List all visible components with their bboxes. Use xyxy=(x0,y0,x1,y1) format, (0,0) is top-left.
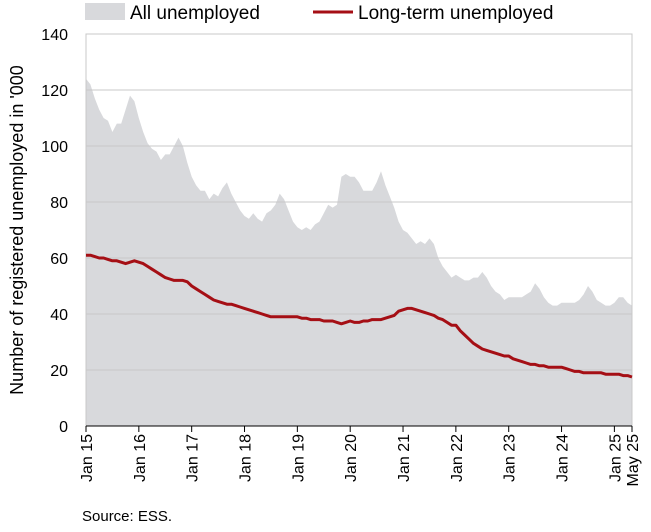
legend: All unemployed Long-term unemployed xyxy=(85,3,553,24)
y-tick-label: 60 xyxy=(50,251,68,268)
legend-label-long-term-unemployed: Long-term unemployed xyxy=(358,3,553,24)
y-tick-label: 80 xyxy=(50,195,68,212)
x-tick-label: Jan 18 xyxy=(238,434,255,482)
y-tick-label: 20 xyxy=(50,363,68,380)
y-axis-title: Number of registered unemployed in '000 xyxy=(7,65,27,395)
x-tick-label: Jan 22 xyxy=(449,434,466,482)
x-tick-label: May 25 xyxy=(625,434,642,487)
line-long-term-unemployed xyxy=(86,253,633,379)
y-tick-label: 100 xyxy=(41,139,68,156)
x-axis-ticks: Jan 15 Jan 16 Jan 17 Jan 18 Jan 19 Jan 20 Jan … xyxy=(79,426,642,486)
x-tick-label: Jan 20 xyxy=(343,434,360,482)
area-all-unemployed xyxy=(86,78,632,427)
legend-label-all-unemployed: All unemployed xyxy=(130,3,260,24)
legend-swatch-all-unemployed xyxy=(85,3,125,20)
y-tick-label: 40 xyxy=(50,307,68,324)
y-tick-label: 120 xyxy=(41,83,68,100)
y-tick-label: 0 xyxy=(59,419,68,436)
x-tick-label: Jan 17 xyxy=(185,434,202,482)
x-tick-label: Jan 23 xyxy=(502,434,519,482)
y-axis-ticks: 0 20 40 60 80 100 120 140 xyxy=(41,27,68,436)
x-tick-label: Jan 21 xyxy=(396,434,413,482)
y-tick-label: 140 xyxy=(41,27,68,44)
source-note: Source: ESS. xyxy=(82,508,173,525)
x-tick-label: Jan 15 xyxy=(79,434,96,482)
x-tick-label: Jan 19 xyxy=(290,434,307,482)
x-tick-label: Jan 16 xyxy=(132,434,149,482)
x-tick-label: Jan 24 xyxy=(555,434,572,482)
gridlines xyxy=(86,33,632,371)
x-tick-label: Jan 25 xyxy=(607,434,624,482)
